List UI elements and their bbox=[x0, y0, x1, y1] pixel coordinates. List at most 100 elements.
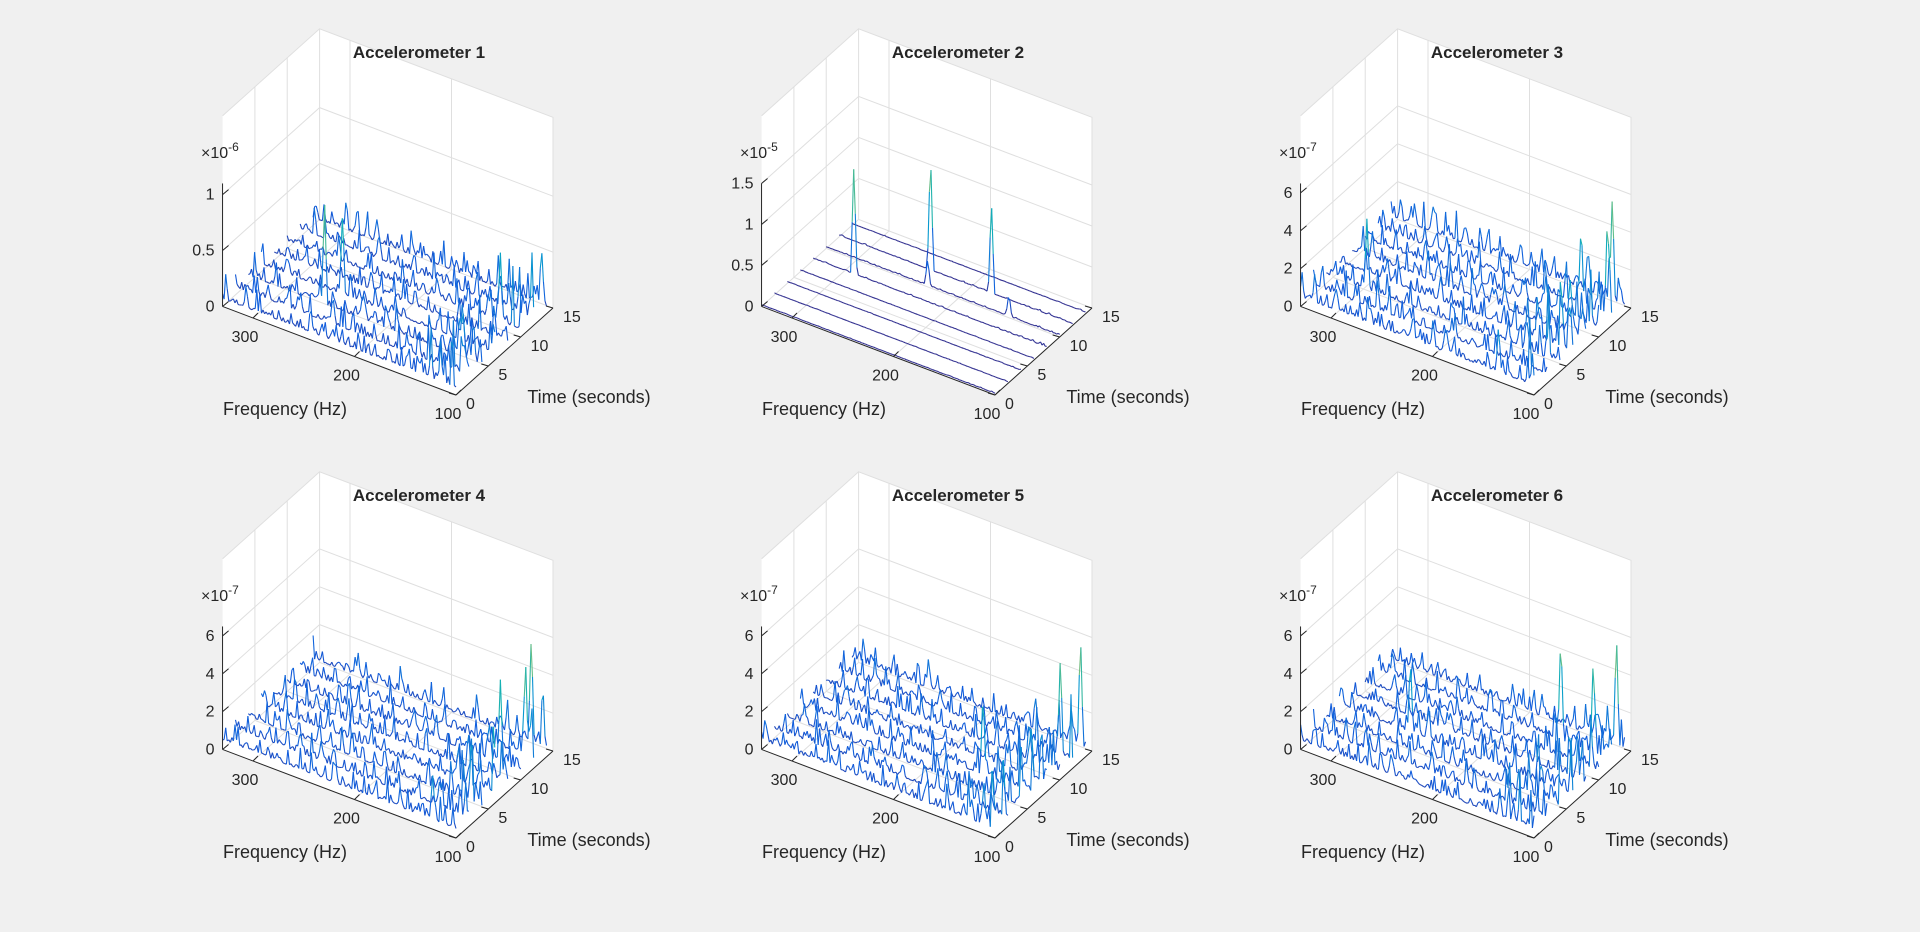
trace-segment bbox=[946, 259, 949, 261]
trace-segment bbox=[908, 327, 911, 329]
trace-segment bbox=[456, 727, 460, 730]
y-tick-mark bbox=[1526, 392, 1535, 396]
trace-segment bbox=[1572, 278, 1576, 285]
chart-title: Accelerometer 1 bbox=[353, 43, 485, 62]
trace-segment bbox=[1537, 368, 1540, 371]
trace-segment bbox=[1407, 333, 1410, 337]
trace-segment bbox=[1375, 240, 1379, 244]
trace-segment bbox=[370, 711, 374, 714]
trace-segment bbox=[1023, 321, 1026, 323]
trace-segment bbox=[1312, 274, 1316, 293]
trace-segment bbox=[446, 769, 449, 772]
trace-segment bbox=[794, 300, 797, 302]
trace-segment bbox=[1493, 334, 1497, 354]
trace-segment bbox=[404, 789, 408, 794]
trace-segment bbox=[869, 328, 872, 331]
trace-segment bbox=[503, 717, 507, 731]
trace-segment bbox=[1038, 325, 1042, 329]
trace-segment bbox=[829, 280, 832, 283]
trace-segment bbox=[878, 348, 881, 351]
trace-segment bbox=[1052, 315, 1055, 318]
trace-segment bbox=[872, 313, 875, 316]
trace-segment bbox=[1474, 305, 1477, 315]
trace-segment bbox=[1366, 297, 1370, 309]
trace-segment bbox=[974, 335, 977, 337]
trace-segment bbox=[278, 273, 282, 288]
trace-segment bbox=[971, 334, 974, 336]
trace-segment bbox=[365, 736, 368, 744]
trace-segment bbox=[1396, 212, 1400, 218]
trace-segment bbox=[343, 663, 347, 671]
trace-segment bbox=[413, 787, 417, 794]
trace-segment bbox=[268, 263, 272, 268]
trace-segment bbox=[392, 271, 396, 281]
trace-segment bbox=[956, 295, 959, 298]
trace-segment bbox=[458, 710, 462, 716]
trace-segment bbox=[411, 713, 414, 720]
trace-segment bbox=[998, 311, 1001, 314]
trace-segment bbox=[452, 316, 456, 321]
trace-segment bbox=[1364, 295, 1367, 302]
trace-segment bbox=[390, 683, 393, 687]
trace-segment bbox=[923, 274, 927, 284]
trace-segment bbox=[975, 352, 978, 354]
trace-segment bbox=[928, 334, 931, 337]
trace-segment bbox=[1527, 278, 1530, 285]
trace-segment bbox=[284, 731, 288, 744]
trace-segment bbox=[268, 750, 272, 759]
trace-segment bbox=[342, 711, 345, 721]
trace-segment bbox=[1496, 294, 1500, 305]
trace-segment bbox=[333, 749, 336, 753]
trace-segment bbox=[338, 336, 342, 343]
trace-segment bbox=[1515, 337, 1519, 345]
trace-segment bbox=[982, 272, 985, 275]
trace-segment bbox=[387, 318, 391, 323]
z-tick-mark bbox=[222, 245, 229, 251]
trace-segment bbox=[376, 673, 379, 683]
trace-segment bbox=[1487, 334, 1490, 351]
trace-segment bbox=[292, 253, 296, 260]
trace-segment bbox=[827, 296, 830, 299]
trace-segment bbox=[828, 329, 831, 332]
trace-segment bbox=[1550, 325, 1554, 343]
trace-segment bbox=[397, 787, 401, 802]
trace-segment bbox=[380, 699, 383, 702]
trace-segment bbox=[389, 714, 393, 719]
trace-segment bbox=[505, 769, 509, 779]
trace-segment bbox=[302, 224, 306, 230]
trace-segment bbox=[1396, 330, 1400, 334]
trace-segment bbox=[376, 776, 380, 780]
trace-segment bbox=[373, 229, 376, 239]
trace-segment bbox=[315, 205, 319, 213]
trace-segment bbox=[906, 276, 909, 279]
trace-segment bbox=[391, 800, 395, 804]
trace-segment bbox=[921, 265, 924, 268]
trace-segment bbox=[283, 743, 286, 746]
trace-segment bbox=[987, 323, 990, 326]
trace-segment bbox=[453, 822, 457, 829]
trace-segment bbox=[1371, 280, 1374, 291]
trace-segment bbox=[914, 329, 917, 331]
trace-segment bbox=[348, 336, 351, 347]
trace-segment bbox=[1511, 312, 1515, 324]
trace-segment bbox=[963, 380, 966, 383]
trace-segment bbox=[808, 305, 811, 308]
x-tick-mark bbox=[252, 755, 259, 762]
trace-segment bbox=[379, 779, 383, 784]
trace-segment bbox=[302, 277, 306, 281]
trace-segment bbox=[918, 314, 921, 317]
trace-segment bbox=[1404, 313, 1408, 317]
trace-segment bbox=[509, 729, 513, 746]
trace-segment bbox=[1036, 308, 1039, 311]
trace-segment bbox=[1471, 337, 1475, 342]
trace-segment bbox=[935, 271, 938, 273]
trace-segment bbox=[909, 310, 912, 313]
trace-segment bbox=[975, 335, 979, 338]
trace-segment bbox=[1449, 263, 1453, 274]
trace-segment bbox=[473, 297, 477, 308]
trace-segment bbox=[784, 312, 787, 315]
trace-segment bbox=[1488, 228, 1492, 254]
trace-segment bbox=[287, 731, 291, 750]
trace-segment bbox=[804, 287, 807, 290]
trace-segment bbox=[968, 267, 971, 270]
